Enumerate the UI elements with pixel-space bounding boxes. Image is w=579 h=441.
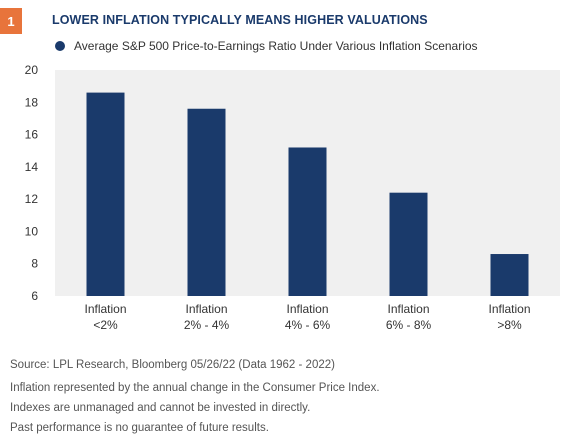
y-tick-label: 12 xyxy=(25,192,39,206)
x-tick-label: 6% - 8% xyxy=(386,318,432,332)
legend-label: Average S&P 500 Price-to-Earnings Ratio … xyxy=(74,39,478,53)
footnote-3: Past performance is no guarantee of futu… xyxy=(10,422,269,434)
x-tick-label: Inflation xyxy=(387,302,429,316)
y-tick-label: 20 xyxy=(25,63,39,77)
bar-2 xyxy=(187,108,226,296)
bar-1 xyxy=(86,92,125,296)
chart-legend: Average S&P 500 Price-to-Earnings Ratio … xyxy=(55,39,478,53)
x-tick-label: Inflation xyxy=(286,302,328,316)
y-tick-label: 14 xyxy=(25,160,39,174)
legend-marker xyxy=(55,41,65,51)
chart-title: LOWER INFLATION TYPICALLY MEANS HIGHER V… xyxy=(52,13,428,27)
x-tick-label: Inflation xyxy=(84,302,126,316)
source-note: Source: LPL Research, Bloomberg 05/26/22… xyxy=(10,359,335,371)
bar-4 xyxy=(389,192,428,296)
y-tick-label: 8 xyxy=(31,257,38,271)
figure-number-badge: 1 xyxy=(0,8,22,34)
chart-header: 1 LOWER INFLATION TYPICALLY MEANS HIGHER… xyxy=(0,0,579,40)
bar-5 xyxy=(490,254,529,296)
y-tick-label: 10 xyxy=(25,224,39,238)
y-tick-label: 18 xyxy=(25,95,39,109)
x-tick-label: Inflation xyxy=(488,302,530,316)
footnote-1: Inflation represented by the annual chan… xyxy=(10,382,380,394)
bar-chart: 6 8 10 12 14 16 18 20 Inflation <2% Inflation 2% - … xyxy=(25,63,560,332)
footnote-2: Indexes are unmanaged and cannot be inve… xyxy=(10,402,311,414)
bar-3 xyxy=(288,147,327,296)
x-tick-label: 4% - 6% xyxy=(285,318,331,332)
x-tick-label: <2% xyxy=(93,318,118,332)
x-tick-label: Inflation xyxy=(185,302,227,316)
x-tick-label: >8% xyxy=(497,318,522,332)
y-tick-label: 6 xyxy=(31,289,38,303)
y-tick-label: 16 xyxy=(25,128,39,142)
x-tick-label: 2% - 4% xyxy=(184,318,230,332)
chart-notes: Source: LPL Research, Bloomberg 05/26/22… xyxy=(10,355,570,438)
